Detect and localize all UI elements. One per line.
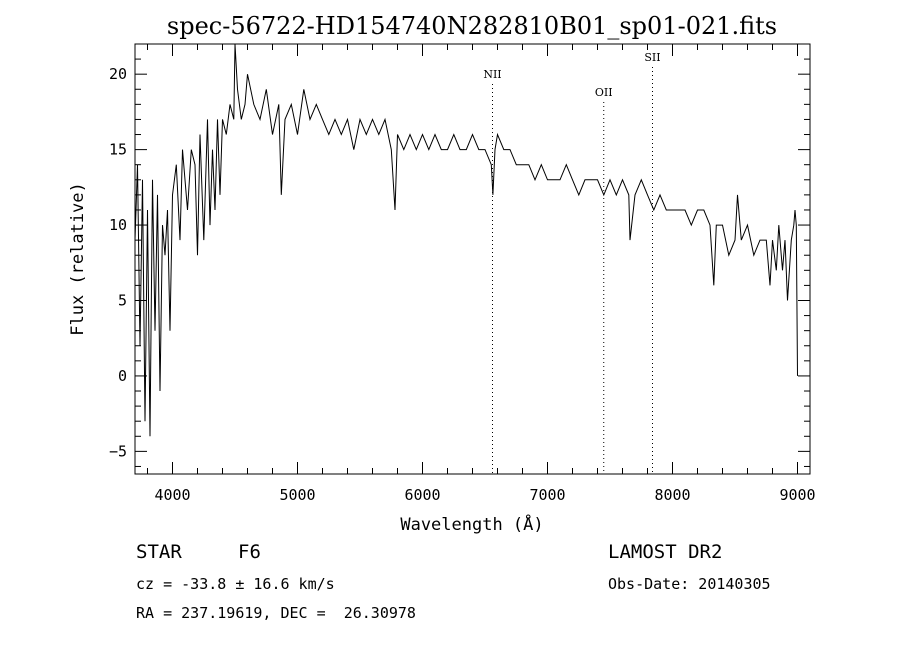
y-tick-labels: −5 0 5 10 15 20 bbox=[109, 65, 127, 460]
x-tick-labels: 4000 5000 6000 7000 8000 9000 bbox=[154, 486, 815, 504]
spectral-subclass: F6 bbox=[238, 541, 261, 563]
x-axis-label: Wavelength (Å) bbox=[400, 513, 543, 535]
observation-date: Obs-Date: 20140305 bbox=[608, 575, 771, 593]
survey-name: LAMOST DR2 bbox=[608, 541, 723, 563]
line-annotations: NII OII SII bbox=[483, 51, 661, 474]
x-tick-label: 8000 bbox=[654, 486, 690, 504]
y-tick-label: 10 bbox=[109, 216, 127, 234]
axis-ticks bbox=[135, 43, 810, 474]
annotation-label: SII bbox=[644, 51, 660, 64]
x-tick-label: 4000 bbox=[154, 486, 190, 504]
annotation-label: OII bbox=[595, 86, 613, 99]
x-tick-label: 5000 bbox=[279, 486, 315, 504]
annotation-label: NII bbox=[483, 68, 501, 81]
y-axis-label: Flux (relative) bbox=[68, 182, 88, 336]
y-tick-label: 15 bbox=[109, 141, 127, 159]
y-tick-label: 5 bbox=[118, 291, 127, 309]
object-type: STAR bbox=[136, 541, 182, 563]
flux-series-line bbox=[134, 43, 798, 437]
x-tick-label: 7000 bbox=[529, 486, 565, 504]
chart-title: spec-56722-HD154740N282810B01_sp01-021.f… bbox=[167, 12, 777, 40]
x-tick-label: 6000 bbox=[404, 486, 440, 504]
x-tick-label: 9000 bbox=[779, 486, 815, 504]
y-tick-label: 0 bbox=[118, 367, 127, 385]
y-tick-label: −5 bbox=[109, 442, 127, 460]
plot-frame bbox=[134, 43, 811, 475]
coordinates: RA = 237.19619, DEC = 26.30978 bbox=[136, 604, 416, 622]
redshift-velocity: cz = -33.8 ± 16.6 km/s bbox=[136, 575, 335, 593]
y-tick-label: 20 bbox=[109, 65, 127, 83]
